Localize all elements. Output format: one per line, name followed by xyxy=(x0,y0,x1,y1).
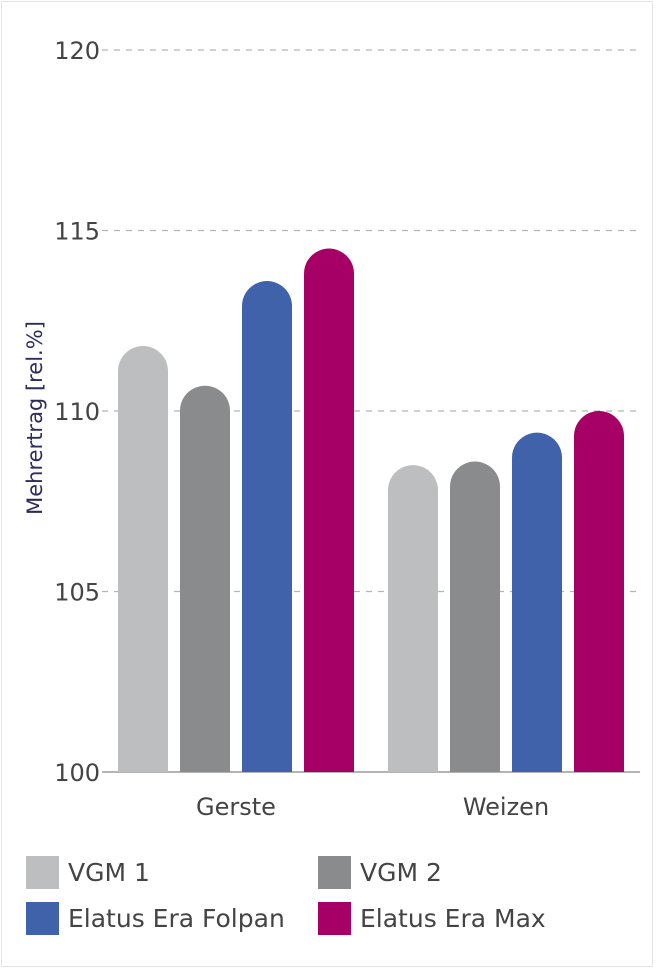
legend-label: Elatus Era Max xyxy=(360,903,546,933)
y-tick-label: 105 xyxy=(54,579,100,607)
legend-item: Elatus Era Folpan xyxy=(26,900,285,936)
bar xyxy=(304,248,354,772)
y-tick-label: 120 xyxy=(54,37,100,65)
legend: VGM 1 VGM 2 Elatus Era Folpan Elatus Era Ma… xyxy=(26,854,636,938)
legend-swatch xyxy=(26,901,59,935)
bar xyxy=(388,465,438,772)
bar xyxy=(118,346,168,772)
legend-label: VGM 1 xyxy=(68,857,150,887)
bar xyxy=(180,385,230,772)
bar xyxy=(450,461,500,772)
y-tick-label: 100 xyxy=(54,759,100,787)
bar-chart: 100 105 110 115 120 Gerste Weizen Mehrertrag … xyxy=(23,37,640,821)
x-category-label: Gerste xyxy=(196,793,276,821)
bar xyxy=(242,281,292,772)
bar xyxy=(512,432,562,772)
legend-item: VGM 2 xyxy=(318,854,442,890)
x-axis-categories: Gerste Weizen xyxy=(196,793,549,821)
y-tick-label: 110 xyxy=(54,398,100,426)
bar xyxy=(574,411,624,772)
y-axis-label: Mehrertrag [rel.%] xyxy=(23,321,47,515)
legend-item: VGM 1 xyxy=(26,854,150,890)
legend-label: VGM 2 xyxy=(360,857,442,887)
y-axis-ticks: 100 105 110 115 120 xyxy=(54,37,100,787)
x-category-label: Weizen xyxy=(463,793,549,821)
legend-swatch xyxy=(26,855,59,889)
legend-swatch xyxy=(318,901,351,935)
legend-swatch xyxy=(318,855,351,889)
legend-item: Elatus Era Max xyxy=(318,900,546,936)
bars xyxy=(118,248,624,772)
legend-label: Elatus Era Folpan xyxy=(68,903,285,933)
y-tick-label: 115 xyxy=(54,218,100,246)
